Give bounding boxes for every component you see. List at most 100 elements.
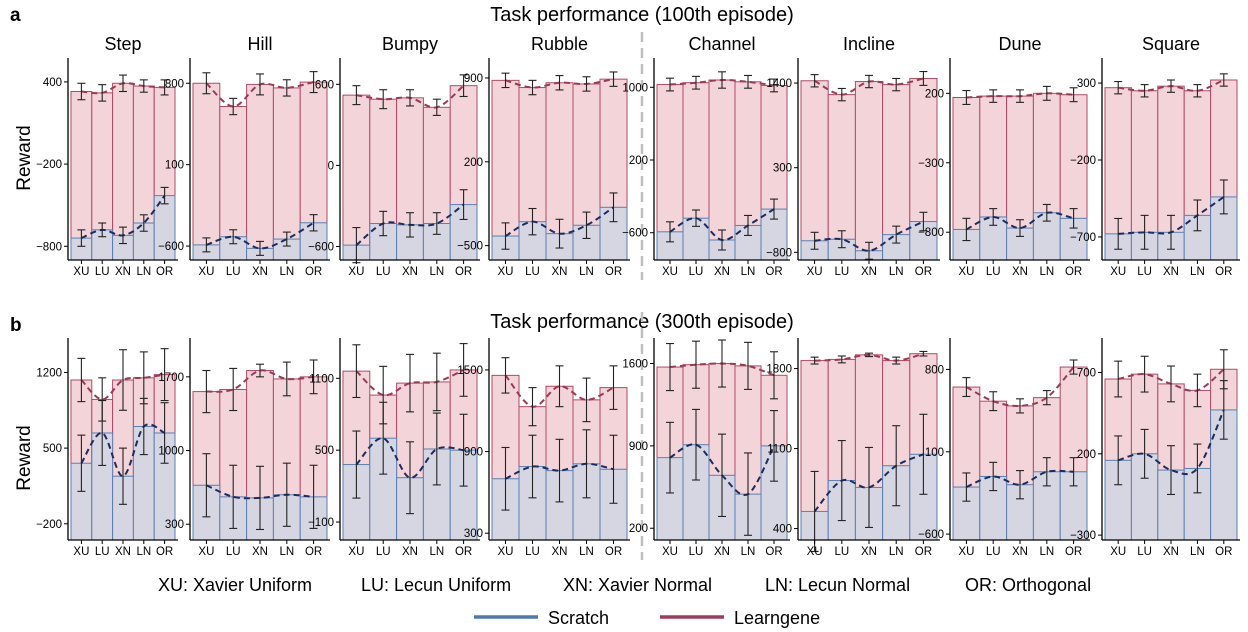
x-tick-label: XN (402, 546, 418, 558)
learngene-error-bar (202, 72, 211, 95)
panel-title: Task performance (100th episode) (490, 4, 794, 26)
y-tick-label: 200 (629, 155, 648, 167)
panel-b: b Task performance (300th episode)Reward1… (10, 311, 1240, 560)
y-tick-label: 100 (925, 447, 944, 459)
x-tick-label: LN (429, 546, 444, 558)
scratch-error-bar (770, 410, 778, 482)
subplot-incline: 1800 1100 400 XU LU XN LN OR (766, 338, 940, 558)
learngene-error-bar (919, 70, 928, 86)
x-tick-label: LU (986, 546, 1001, 558)
x-tick-label: LU (689, 546, 704, 558)
scratch-error-bar (865, 446, 873, 528)
learngene-error-bar (865, 74, 873, 89)
y-tick-label: −100 (308, 517, 334, 529)
y-tick-label: 500 (315, 445, 334, 457)
learngene-bar (854, 81, 884, 261)
subplot-step: 1200 500 −200 XU LU XN LN OR (36, 338, 178, 558)
y-tick-label: −200 (36, 519, 62, 531)
scratch-error-bar (1016, 470, 1024, 500)
scratch-trend-line (205, 484, 314, 500)
learngene-error-bar (379, 89, 388, 110)
y-tick-label: −800 (36, 241, 62, 253)
subplot-title: Hill (248, 34, 273, 54)
scratch-error-bar (202, 237, 211, 253)
y-tick-label: −600 (622, 228, 648, 240)
y-tick-label: 200 (925, 88, 944, 100)
scratch-error-bar (837, 440, 846, 522)
y-tick-label: 900 (464, 73, 483, 85)
scratch-error-bar (810, 470, 819, 552)
x-tick-label: LN (1039, 266, 1054, 278)
x-tick-label: OR (915, 266, 932, 278)
scratch-error-bar (1114, 217, 1123, 250)
learngene-error-bar (501, 357, 510, 394)
scratch-error-bar (770, 198, 778, 220)
subplot-title: Bumpy (382, 34, 438, 54)
panel-a: a Task performance (100th episode)RewardS… (10, 4, 1240, 280)
x-tick-label: LN (1039, 546, 1054, 558)
learngene-error-bar (555, 75, 564, 91)
x-tick-label: XN (252, 546, 268, 558)
y-tick-label: 1000 (622, 82, 648, 94)
x-tick-label: LN (1190, 546, 1205, 558)
x-tick-label: OR (765, 266, 782, 278)
scratch-error-bar (666, 221, 674, 243)
y-tick-label: 600 (315, 79, 334, 91)
abbr-legend-lu: LU: Lecun Uniform (361, 575, 511, 595)
y-tick-label: 100 (165, 160, 184, 172)
scratch-error-bar (919, 413, 928, 495)
scratch-error-bar (528, 434, 537, 499)
learngene-error-bar (837, 87, 846, 102)
x-tick-label: LU (1137, 546, 1152, 558)
subplot-square: Square 300 −200 −700 XU LU XN LN OR (1070, 34, 1240, 278)
learngene-trend-line (965, 366, 1075, 407)
x-tick-label: XU (1110, 266, 1126, 278)
y-tick-label: −600 (918, 529, 944, 541)
subplot-square: 700 200 −300 XU LU XN LN OR (1070, 338, 1240, 558)
scratch-error-bar (432, 212, 441, 235)
scratch-error-bar (1042, 203, 1051, 222)
y-tick-label: 1600 (622, 359, 648, 371)
y-tick-label: 300 (773, 163, 792, 175)
scratch-error-bar (528, 207, 537, 236)
x-tick-label: XN (861, 546, 877, 558)
learngene-error-bar (432, 352, 441, 412)
scratch-error-bar (256, 240, 264, 256)
panel-label: b (10, 315, 22, 336)
x-tick-label: LU (834, 266, 849, 278)
learngene-error-bar (770, 78, 778, 93)
scratch-error-bar (582, 429, 591, 499)
scratch-error-bar (229, 229, 238, 245)
scratch-error-bar (1193, 199, 1202, 232)
x-tick-label: LU (834, 546, 849, 558)
learngene-error-bar (1114, 80, 1123, 95)
learngene-error-bar (810, 356, 819, 365)
x-tick-label: XN (1163, 266, 1179, 278)
learngene-error-bar (1193, 84, 1202, 98)
learngene-bar (192, 82, 221, 261)
learngene-error-bar (139, 79, 148, 93)
learngene-error-bar (989, 89, 998, 103)
y-tick-label: 800 (925, 364, 944, 376)
x-tick-label: LU (525, 546, 540, 558)
learngene-error-bar (919, 350, 928, 357)
y-tick-label: −300 (1070, 530, 1096, 542)
x-tick-label: OR (765, 546, 782, 558)
x-tick-label: LN (1190, 266, 1205, 278)
learngene-error-bar (282, 79, 291, 97)
scratch-error-bar (1114, 435, 1123, 486)
x-tick-label: XU (807, 546, 823, 558)
subplot-title: Incline (843, 34, 895, 54)
abbreviation-legend: XU: Xavier Uniform LU: Lecun Uniform XN: X… (158, 575, 1091, 595)
scratch-error-bar (1140, 428, 1149, 479)
learngene-error-bar (1114, 360, 1123, 398)
y-tick-label: 900 (464, 447, 483, 459)
subplot-title: Channel (688, 34, 755, 54)
learngene-error-bar (1016, 89, 1024, 103)
y-tick-label: −700 (1070, 232, 1096, 244)
subplot-rubble: Rubble 900 200 −500 XU LU XN LN OR (457, 34, 630, 278)
learngene-error-bar (582, 377, 591, 423)
learngene-error-bar (892, 77, 901, 92)
x-tick-label: LN (741, 546, 756, 558)
